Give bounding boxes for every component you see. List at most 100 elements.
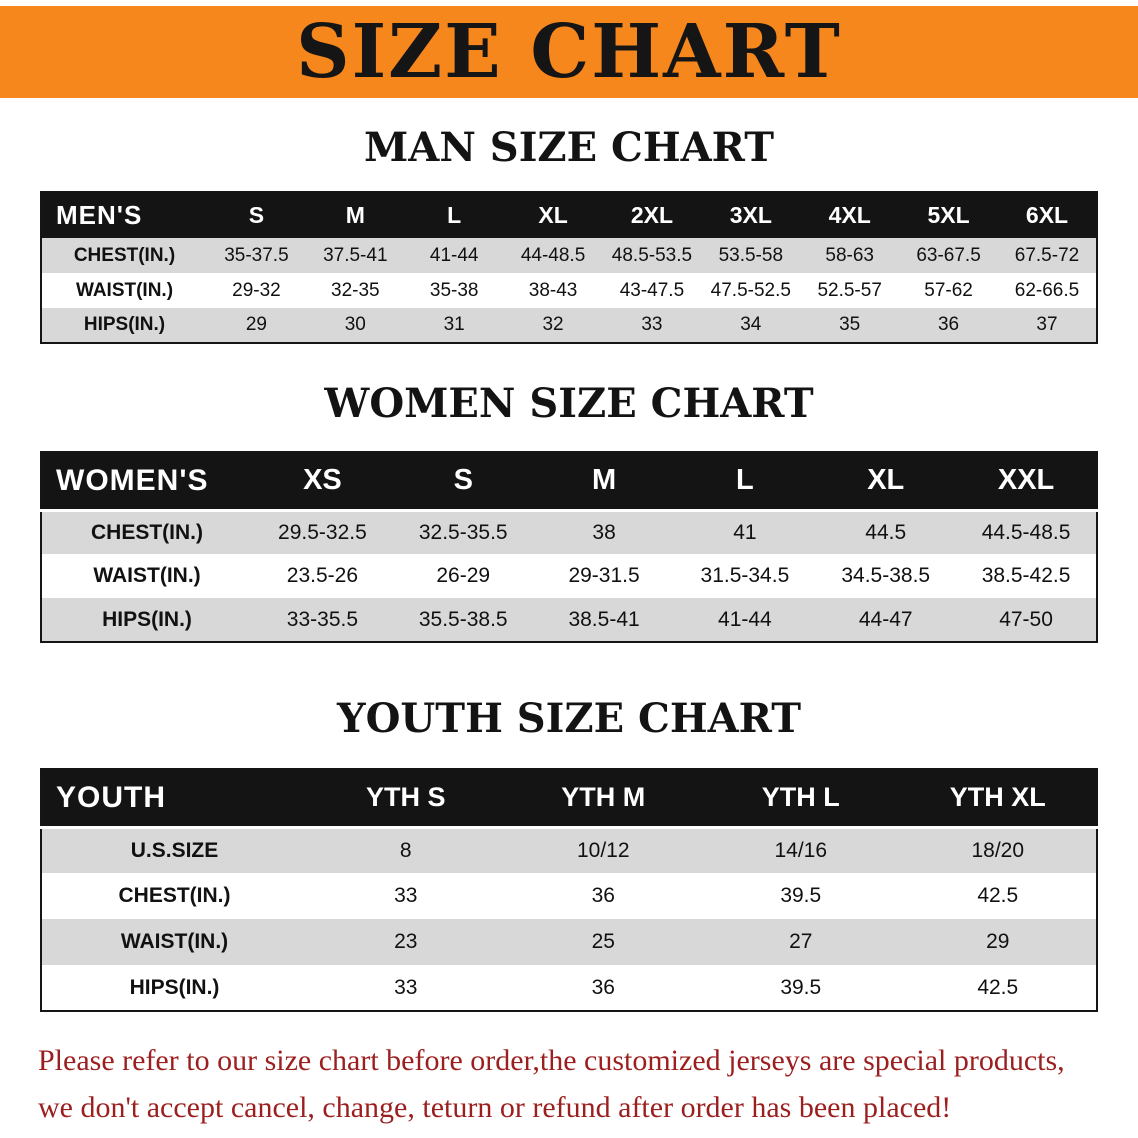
- measurement-value: 23.5-26: [286, 564, 359, 587]
- measurement-value: 37.5-41: [323, 244, 388, 266]
- size-column-header: XL: [815, 452, 957, 512]
- measurement-value: 58-63: [825, 244, 874, 266]
- measurement-value: 38.5-42.5: [981, 564, 1071, 587]
- measurement-value: 38: [592, 520, 616, 544]
- measurement-value: 34.5-38.5: [841, 564, 931, 587]
- measurement-value: 31: [443, 314, 465, 335]
- measurement-value: 30: [344, 314, 366, 335]
- measurement-value: 35.5-38.5: [418, 607, 508, 631]
- measurement-label: CHEST(IN.): [73, 244, 176, 266]
- measurement-value: 8: [399, 838, 412, 862]
- measurement-value: 47.5-52.5: [710, 279, 791, 301]
- measurement-value: 29.5-32.5: [278, 520, 367, 544]
- size-column-header: 4XL: [800, 192, 900, 238]
- measurement-value: 35: [839, 314, 861, 335]
- table-header-row: YOUTH YTH S YTH M YTH L YTH XL: [41, 769, 1097, 829]
- size-column-header: S: [392, 452, 534, 512]
- table-corner-label: YOUTH: [41, 769, 307, 829]
- measurement-value: 29: [245, 314, 267, 335]
- measurement-value: 39.5: [780, 975, 822, 999]
- measurement-value: 67.5-72: [1014, 244, 1080, 266]
- measurement-value: 62-66.5: [1014, 279, 1080, 301]
- measurement-value: 41-44: [718, 607, 772, 631]
- women-size-table: WOMEN'S XS S M L XL XXL CHEST(IN.) 29.5-32.5 32.5…: [40, 451, 1098, 643]
- measurement-value: 32.5-35.5: [418, 520, 508, 544]
- measurement-row: WAIST(IN.) 29-32 32-35 35-38 38-43 43-47.5 47.…: [41, 273, 1097, 308]
- measurement-row: WAIST(IN.) 23.5-26 26-29 29-31.5 31.5-34.5 34…: [41, 554, 1097, 598]
- measurement-value: 63-67.5: [916, 244, 981, 266]
- measurement-value: 44.5-48.5: [981, 520, 1071, 544]
- measurement-row: U.S.SIZE 8 10/12 14/16 18/20: [41, 827, 1097, 873]
- men-section-heading: MAN SIZE CHART: [364, 124, 774, 171]
- measurement-value: 38.5-41: [568, 607, 640, 631]
- size-column-header: YTH M: [504, 769, 702, 829]
- table-header-row: WOMEN'S XS S M L XL XXL: [41, 452, 1097, 512]
- table-corner-label: MEN'S: [41, 192, 207, 238]
- measurement-value: 29: [986, 930, 1010, 953]
- size-column-header: XXL: [956, 452, 1097, 512]
- size-chart-page: SIZE CHART MAN SIZE CHART MEN'S S M L XL 2XL 3…: [0, 6, 1138, 1138]
- table-header-row: MEN'S S M L XL 2XL 3XL 4XL 5XL 6XL: [41, 192, 1097, 238]
- size-column-header: 6XL: [998, 192, 1097, 238]
- measurement-value: 44.5: [865, 520, 907, 544]
- measurement-row: CHEST(IN.) 33 36 39.5 42.5: [41, 873, 1097, 919]
- measurement-label: HIPS(IN.): [83, 314, 166, 335]
- size-column-header: L: [404, 192, 504, 238]
- measurement-label: WAIST(IN.): [93, 564, 201, 587]
- section-men: MAN SIZE CHART MEN'S S M L XL 2XL 3XL 4XL 5XL 6XL…: [0, 98, 1138, 344]
- measurement-value: 44-47: [858, 607, 913, 631]
- measurement-label: WAIST(IN.): [120, 930, 229, 953]
- size-column-header: S: [207, 192, 306, 238]
- footer-note-line-2: we don't accept cancel, change, teturn o…: [38, 1090, 952, 1124]
- measurement-value: 53.5-58: [718, 244, 784, 266]
- measurement-value: 43-47.5: [619, 279, 685, 301]
- measurement-value: 32-35: [331, 279, 380, 301]
- measurement-value: 10/12: [576, 838, 630, 862]
- measurement-value: 33-35.5: [286, 607, 359, 631]
- measurement-label: CHEST(IN.): [118, 884, 231, 907]
- measurement-label: CHEST(IN.): [91, 520, 203, 544]
- size-column-header: 5XL: [899, 192, 998, 238]
- measurement-value: 41-44: [429, 244, 479, 266]
- measurement-label: HIPS(IN.): [129, 975, 220, 999]
- measurement-value: 31.5-34.5: [700, 564, 790, 587]
- size-column-header: YTH XL: [899, 769, 1097, 829]
- measurement-value: 32: [542, 314, 564, 335]
- size-column-header: M: [305, 192, 405, 238]
- measurement-row: HIPS(IN.) 33 36 39.5 42.5: [41, 965, 1097, 1011]
- measurement-value: 33: [641, 314, 663, 335]
- measurement-value: 36: [591, 884, 615, 907]
- measurement-value: 14/16: [774, 838, 828, 862]
- footer-note-line-1: Please refer to our size chart before or…: [38, 1044, 1065, 1077]
- size-column-header: L: [674, 452, 816, 512]
- measurement-value: 23: [394, 930, 418, 953]
- youth-size-table: YOUTH YTH S YTH M YTH L YTH XL U.S.SIZE 8 10/12…: [40, 768, 1098, 1012]
- measurement-value: 41: [733, 520, 757, 544]
- size-column-header: YTH S: [307, 769, 505, 829]
- footer-note: Please refer to our size chart before or…: [38, 1038, 1138, 1131]
- measurement-value: 57-62: [924, 279, 973, 301]
- table-corner-label: WOMEN'S: [41, 452, 252, 512]
- measurement-label: WAIST(IN.): [75, 279, 174, 301]
- page-title: SIZE CHART: [296, 9, 842, 95]
- size-chart-banner: SIZE CHART: [0, 6, 1138, 98]
- size-column-header: YTH L: [702, 769, 900, 829]
- youth-section-heading: YOUTH SIZE CHART: [337, 695, 801, 742]
- measurement-value: 42.5: [977, 975, 1019, 999]
- size-column-header: 2XL: [602, 192, 702, 238]
- measurement-label: U.S.SIZE: [130, 838, 219, 862]
- section-women: WOMEN SIZE CHART WOMEN'S XS S M L XL XXL CHEST(…: [0, 344, 1138, 643]
- measurement-value: 48.5-53.5: [611, 244, 693, 266]
- measurement-value: 29-31.5: [568, 564, 640, 587]
- measurement-value: 36: [937, 314, 960, 335]
- measurement-value: 42.5: [977, 884, 1019, 907]
- measurement-value: 26-29: [436, 564, 491, 587]
- women-section-heading: WOMEN SIZE CHART: [324, 380, 814, 427]
- measurement-value: 27: [789, 930, 813, 953]
- section-youth: YOUTH SIZE CHART YOUTH YTH S YTH M YTH L YTH…: [0, 643, 1138, 1012]
- measurement-value: 52.5-57: [817, 279, 882, 301]
- size-column-header: XL: [503, 192, 603, 238]
- measurement-row: CHEST(IN.) 29.5-32.5 32.5-35.5 38 41 44.5 44.5…: [41, 510, 1097, 554]
- size-column-header: M: [533, 452, 675, 512]
- measurement-row: HIPS(IN.) 29 30 31 32 33 34 35 36 37: [41, 308, 1097, 343]
